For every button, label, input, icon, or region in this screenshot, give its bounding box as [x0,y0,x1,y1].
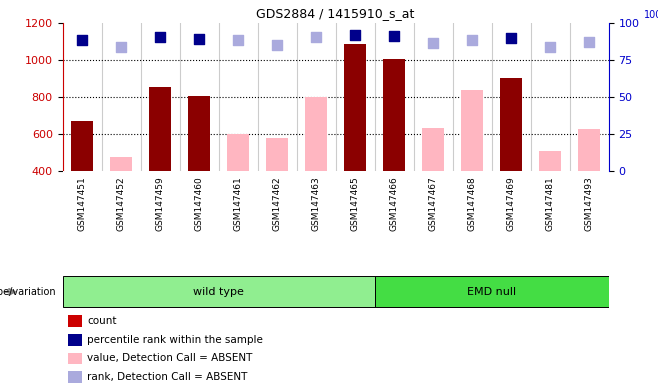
Point [506,35,517,41]
Bar [63,276,374,307]
Bar [68,371,82,382]
Bar [68,315,82,327]
Text: GSM147463: GSM147463 [312,176,320,231]
Point [155,34,165,40]
Point [311,34,321,40]
Bar [461,89,483,171]
Text: GSM147481: GSM147481 [545,176,555,231]
Bar [500,78,522,171]
Bar [149,87,171,171]
Bar [540,151,561,171]
Text: GSM147469: GSM147469 [507,176,516,231]
Text: genotype/variation: genotype/variation [0,287,59,297]
Text: GSM147460: GSM147460 [195,176,203,231]
Bar [111,157,132,171]
Bar [384,59,405,171]
Text: GSM147462: GSM147462 [272,176,282,231]
Text: GSM147465: GSM147465 [351,176,359,231]
Bar [68,334,82,346]
Point [77,36,88,43]
Bar [305,97,327,171]
Bar [68,353,82,364]
Text: percentile rank within the sample: percentile rank within the sample [87,335,263,345]
Text: GSM147459: GSM147459 [155,176,164,231]
Point [428,40,438,46]
Text: rank, Detection Call = ABSENT: rank, Detection Call = ABSENT [87,372,247,382]
Text: 100%: 100% [644,10,658,20]
Text: GSM147452: GSM147452 [116,176,126,231]
Text: value, Detection Call = ABSENT: value, Detection Call = ABSENT [87,353,253,364]
Bar [344,44,366,171]
Point [233,36,243,43]
Text: EMD null: EMD null [467,287,516,297]
Bar [374,276,609,307]
Point [194,36,205,42]
Text: GSM147451: GSM147451 [78,176,86,231]
Point [389,33,399,39]
Text: GSM147461: GSM147461 [234,176,243,231]
Bar [71,121,93,171]
Bar [422,128,444,171]
Title: GDS2884 / 1415910_s_at: GDS2884 / 1415910_s_at [257,7,415,20]
Text: GSM147468: GSM147468 [468,176,476,231]
Text: GSM147493: GSM147493 [585,176,594,231]
Point [350,32,361,38]
Bar [227,134,249,171]
Point [467,36,477,43]
Bar [578,129,600,171]
Text: GSM147467: GSM147467 [428,176,438,231]
Text: count: count [87,316,116,326]
Text: wild type: wild type [193,287,244,297]
Bar [266,137,288,171]
Point [272,42,282,48]
Bar [188,96,210,171]
Text: GSM147466: GSM147466 [390,176,399,231]
Point [584,38,594,45]
Point [116,44,126,50]
Point [545,44,555,50]
